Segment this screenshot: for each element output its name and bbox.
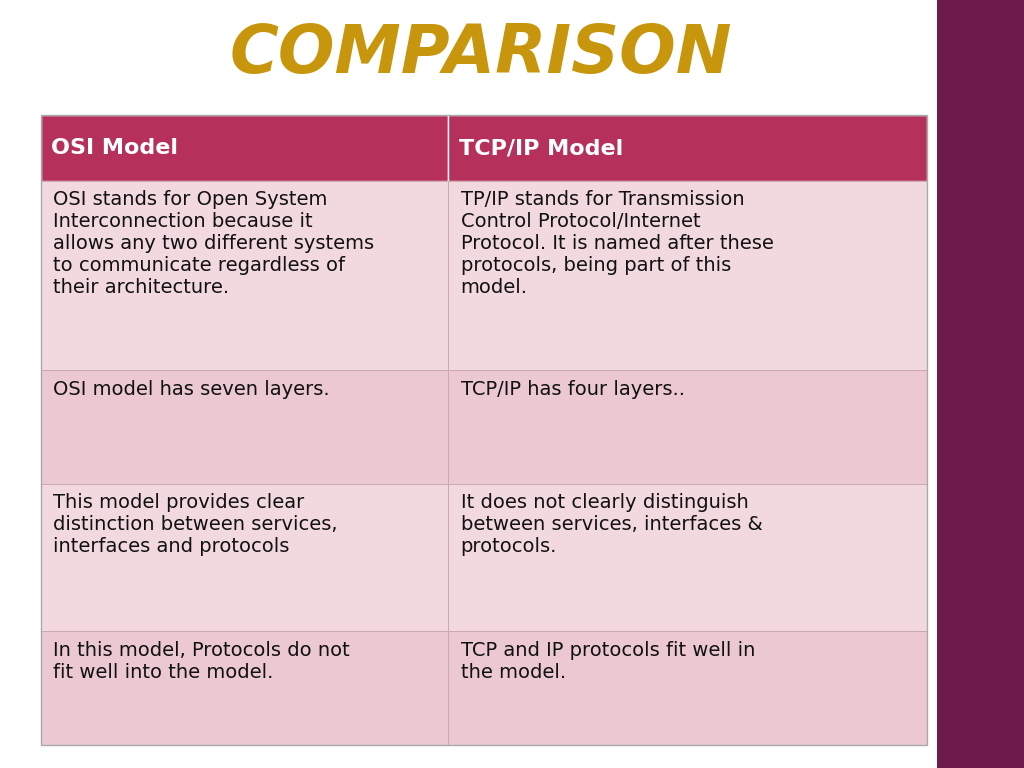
FancyBboxPatch shape	[937, 0, 1024, 768]
Text: OSI stands for Open System
Interconnection because it
allows any two different s: OSI stands for Open System Interconnecti…	[53, 190, 375, 297]
Text: TCP and IP protocols fit well in
the model.: TCP and IP protocols fit well in the mod…	[461, 641, 755, 681]
Text: OSI Model: OSI Model	[51, 138, 178, 158]
Text: OSI model has seven layers.: OSI model has seven layers.	[53, 379, 330, 399]
FancyBboxPatch shape	[449, 370, 927, 484]
FancyBboxPatch shape	[41, 181, 449, 370]
FancyBboxPatch shape	[449, 484, 927, 631]
Text: In this model, Protocols do not
fit well into the model.: In this model, Protocols do not fit well…	[53, 641, 350, 681]
FancyBboxPatch shape	[449, 115, 927, 181]
FancyBboxPatch shape	[449, 631, 927, 745]
Text: TCP/IP has four layers..: TCP/IP has four layers..	[461, 379, 685, 399]
Text: TCP/IP Model: TCP/IP Model	[459, 138, 623, 158]
FancyBboxPatch shape	[41, 115, 449, 181]
FancyBboxPatch shape	[41, 484, 449, 631]
FancyBboxPatch shape	[449, 181, 927, 370]
Text: This model provides clear
distinction between services,
interfaces and protocols: This model provides clear distinction be…	[53, 493, 338, 556]
FancyBboxPatch shape	[41, 370, 449, 484]
Text: It does not clearly distinguish
between services, interfaces &
protocols.: It does not clearly distinguish between …	[461, 493, 763, 556]
FancyBboxPatch shape	[41, 631, 449, 745]
Text: COMPARISON: COMPARISON	[230, 21, 732, 87]
Text: TP/IP stands for Transmission
Control Protocol/Internet
Protocol. It is named af: TP/IP stands for Transmission Control Pr…	[461, 190, 773, 297]
